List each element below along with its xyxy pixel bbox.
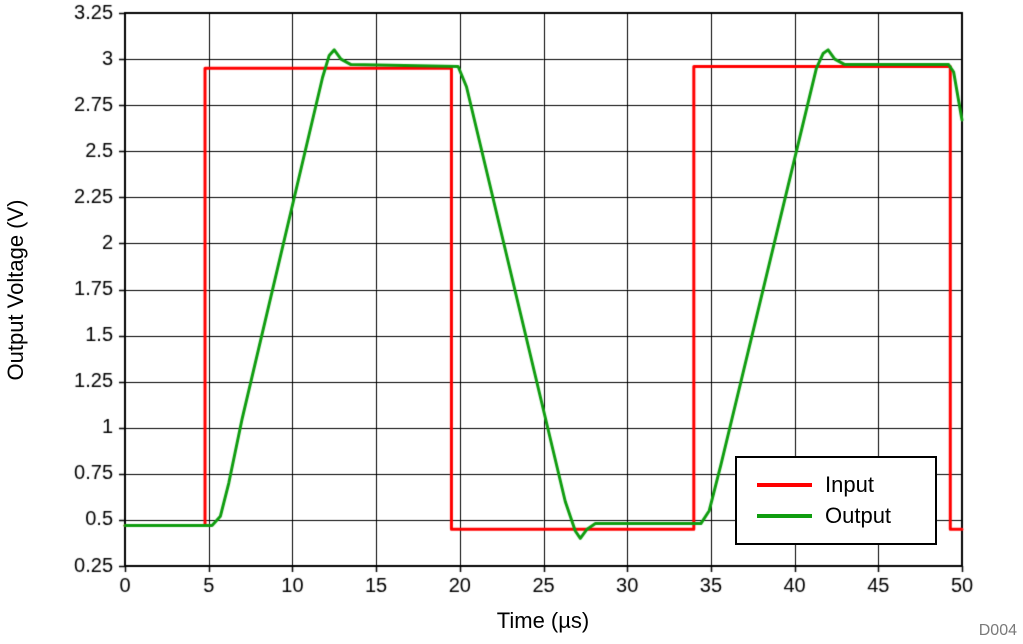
legend-item-output: Output bbox=[757, 505, 935, 527]
legend-swatch-output-line bbox=[757, 514, 812, 518]
legend-swatch-input-line bbox=[757, 483, 812, 487]
y-axis-title: Output Voltage (V) bbox=[3, 199, 28, 381]
legend-label-output: Output bbox=[825, 503, 892, 528]
legend-label-input: Input bbox=[825, 472, 874, 497]
figure-id: D004 bbox=[978, 622, 1017, 639]
legend-item-input: Input bbox=[757, 474, 935, 496]
legend: Input Output bbox=[735, 456, 937, 545]
x-axis-title: Time (µs) bbox=[496, 608, 590, 633]
